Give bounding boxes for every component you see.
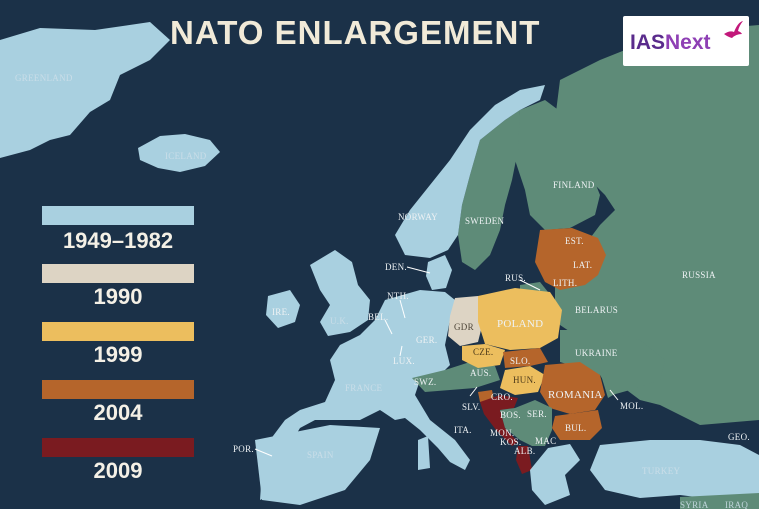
denmark-region bbox=[426, 255, 452, 290]
gdr-region bbox=[448, 296, 484, 346]
greenland-region bbox=[0, 22, 170, 158]
legend-swatch-2009 bbox=[42, 438, 194, 457]
corsica-sardinia-region bbox=[418, 436, 430, 470]
ireland-region bbox=[266, 290, 300, 328]
label-lux: LUX. bbox=[393, 356, 415, 366]
label-ukraine: UKRAINE bbox=[575, 348, 618, 358]
label-mac: MAC bbox=[535, 436, 557, 446]
iberia-region bbox=[255, 425, 380, 505]
romania-region bbox=[540, 362, 605, 414]
label-mon: MON. bbox=[490, 428, 515, 438]
label-norway: NORWAY bbox=[398, 212, 438, 222]
legend-label-1990: 1990 bbox=[93, 284, 143, 309]
switzerland-austria-region bbox=[412, 362, 500, 392]
label-iraq: IRAQ bbox=[725, 500, 749, 509]
label-sweden: SWEDEN bbox=[465, 216, 505, 226]
label-aus: AUS. bbox=[470, 368, 492, 378]
label-den: DEN. bbox=[385, 262, 407, 272]
label-finland: FINLAND bbox=[553, 180, 595, 190]
label-por: POR. bbox=[233, 444, 254, 454]
slovakia-region bbox=[503, 348, 548, 368]
label-syria: SYRIA bbox=[680, 500, 709, 509]
western-europe-region bbox=[260, 290, 470, 500]
label-belarus: BELARUS bbox=[575, 305, 619, 315]
czech-region bbox=[462, 344, 505, 368]
croatia-region bbox=[480, 395, 518, 446]
legend-swatch-1949-1982 bbox=[42, 206, 194, 225]
legend-swatch-1999 bbox=[42, 322, 194, 341]
legend-label-1949-1982: 1949–1982 bbox=[62, 228, 174, 253]
label-slo: SLO. bbox=[510, 356, 531, 366]
leader-nth bbox=[399, 299, 406, 319]
label-bos: BOS. bbox=[500, 410, 521, 420]
sweden-region bbox=[458, 110, 520, 270]
label-geo: GEO. bbox=[728, 432, 750, 442]
middle-east-region bbox=[680, 493, 759, 509]
label-kos: KOS. bbox=[500, 437, 522, 447]
label-est: EST. bbox=[565, 236, 584, 246]
legend-label-2004: 2004 bbox=[93, 400, 143, 425]
legend-label-2009: 2009 bbox=[93, 458, 143, 483]
leader-slv bbox=[469, 386, 478, 397]
label-bel: BEL. bbox=[368, 312, 389, 322]
label-gdr: GDR bbox=[454, 322, 474, 332]
leader-por bbox=[254, 448, 273, 457]
label-spain: SPAIN bbox=[307, 450, 334, 460]
leader-lux bbox=[399, 345, 403, 357]
leader-rus bbox=[519, 279, 541, 291]
label-lat: LAT. bbox=[573, 260, 593, 270]
label-nth: NTH. bbox=[387, 291, 409, 301]
label-greenland: GREENLAND bbox=[15, 73, 73, 83]
label-russia: RUSSIA bbox=[682, 270, 716, 280]
label-france: FRANCE bbox=[345, 383, 383, 393]
moldova-region bbox=[600, 372, 618, 398]
label-alb: ALB. bbox=[514, 446, 536, 456]
legend-swatch-2004 bbox=[42, 380, 194, 399]
label-ger: GER. bbox=[416, 335, 438, 345]
label-rus: RUS. bbox=[505, 273, 526, 283]
map-title: NATO ENLARGEMENT bbox=[170, 14, 541, 51]
turkey-region bbox=[590, 440, 759, 500]
label-slv: SLV. bbox=[462, 402, 481, 412]
label-ire: IRE. bbox=[272, 307, 290, 317]
poland-region bbox=[478, 288, 562, 350]
iasnext-logo: IASNext bbox=[623, 16, 749, 66]
hungary-region bbox=[500, 366, 545, 395]
label-romania: ROMANIA bbox=[548, 389, 603, 401]
label-mol: MOL. bbox=[620, 401, 644, 411]
label-cze: CZE. bbox=[473, 347, 494, 357]
label-ser: SER. bbox=[527, 409, 547, 419]
label-bul: BUL. bbox=[565, 423, 587, 433]
logo-wordmark: IASNext bbox=[630, 31, 711, 54]
western-balkans-region bbox=[500, 400, 552, 446]
label-lith: LITH. bbox=[553, 278, 578, 288]
baltic-states-region bbox=[535, 228, 606, 290]
bulgaria-region bbox=[552, 410, 602, 440]
label-poland: POLAND bbox=[497, 318, 544, 330]
uk-region bbox=[310, 250, 370, 336]
ukraine-region bbox=[560, 330, 665, 395]
greece-region bbox=[530, 444, 580, 505]
leader-den bbox=[406, 266, 431, 274]
iceland-region bbox=[138, 134, 220, 172]
label-iceland: ICELAND bbox=[165, 151, 207, 161]
leader-mol bbox=[609, 389, 619, 401]
label-uk: U.K. bbox=[330, 316, 349, 326]
label-hun: HUN. bbox=[513, 375, 536, 385]
legend-swatch-1990 bbox=[42, 264, 194, 283]
leader-bel bbox=[384, 319, 393, 335]
albania-region bbox=[516, 446, 532, 474]
label-swz: SWZ. bbox=[414, 377, 437, 387]
belarus-region bbox=[555, 275, 620, 335]
label-turkey: TURKEY bbox=[642, 466, 681, 476]
finland-region bbox=[515, 100, 600, 230]
hummingbird-icon bbox=[724, 21, 743, 38]
legend-label-1999: 1999 bbox=[93, 342, 143, 367]
label-cro: CRO. bbox=[491, 392, 513, 402]
label-ita: ITA. bbox=[454, 425, 472, 435]
norway-region bbox=[395, 85, 545, 258]
